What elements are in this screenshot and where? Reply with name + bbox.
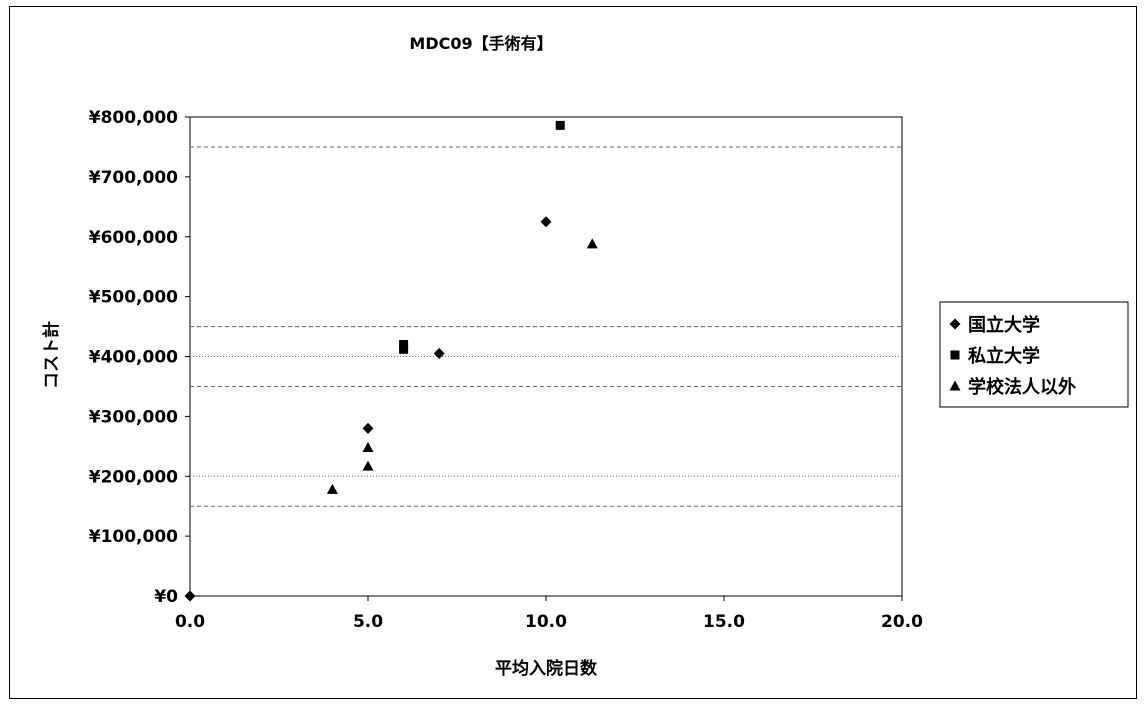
y-tick-label: ¥0 bbox=[154, 587, 178, 607]
x-tick-label: 0.0 bbox=[175, 612, 205, 632]
x-axis-ticks: 0.0 5.0 10.0 15.0 20.0 bbox=[175, 596, 923, 632]
x-tick-label: 10.0 bbox=[525, 612, 567, 632]
x-tick-label: 15.0 bbox=[703, 612, 745, 632]
x-axis-title: 平均入院日数 bbox=[495, 658, 598, 679]
square-point bbox=[399, 340, 409, 350]
y-tick-label: ¥800,000 bbox=[89, 108, 178, 128]
y-tick-label: ¥600,000 bbox=[89, 228, 178, 248]
x-tick-label: 5.0 bbox=[353, 612, 383, 632]
diamond-point bbox=[362, 422, 374, 434]
chart-title: MDC09【手術有】 bbox=[409, 34, 552, 53]
triangle-point bbox=[586, 238, 598, 249]
diamond-point bbox=[540, 216, 552, 228]
legend-label: 国立大学 bbox=[968, 314, 1040, 336]
square-point bbox=[555, 120, 565, 130]
y-tick-label: ¥200,000 bbox=[89, 467, 178, 487]
y-tick-label: ¥100,000 bbox=[89, 527, 178, 547]
triangle-point bbox=[362, 460, 374, 471]
chart-frame: MDC09【手術有】 ¥0 ¥100,000 ¥200,000 ¥300,000 ¥40… bbox=[9, 6, 1137, 699]
x-tick-label: 20.0 bbox=[881, 612, 923, 632]
diamond-point bbox=[184, 590, 196, 602]
y-tick-label: ¥300,000 bbox=[89, 407, 178, 427]
legend-label: 学校法人以外 bbox=[968, 376, 1076, 398]
plot-area bbox=[189, 116, 903, 597]
y-axis-ticks: ¥0 ¥100,000 ¥200,000 ¥300,000 ¥400,000 ¥500,0… bbox=[89, 108, 190, 607]
legend-square-marker bbox=[950, 350, 960, 360]
y-tick-label: ¥500,000 bbox=[89, 288, 178, 308]
scatter-chart: MDC09【手術有】 ¥0 ¥100,000 ¥200,000 ¥300,000 ¥40… bbox=[41, 34, 1129, 679]
triangle-point bbox=[362, 442, 374, 453]
y-tick-label: ¥400,000 bbox=[89, 348, 178, 368]
diamond-point bbox=[433, 348, 445, 360]
square-point bbox=[399, 344, 409, 354]
legend-diamond-marker bbox=[949, 318, 961, 330]
legend-label: 私立大学 bbox=[968, 345, 1040, 367]
y-axis-title: コスト計 bbox=[41, 321, 62, 389]
legend-triangle-marker bbox=[949, 380, 961, 391]
y-tick-label: ¥700,000 bbox=[89, 168, 178, 188]
triangle-point bbox=[326, 483, 338, 494]
data-points bbox=[184, 120, 598, 602]
legend-box bbox=[939, 301, 1129, 408]
